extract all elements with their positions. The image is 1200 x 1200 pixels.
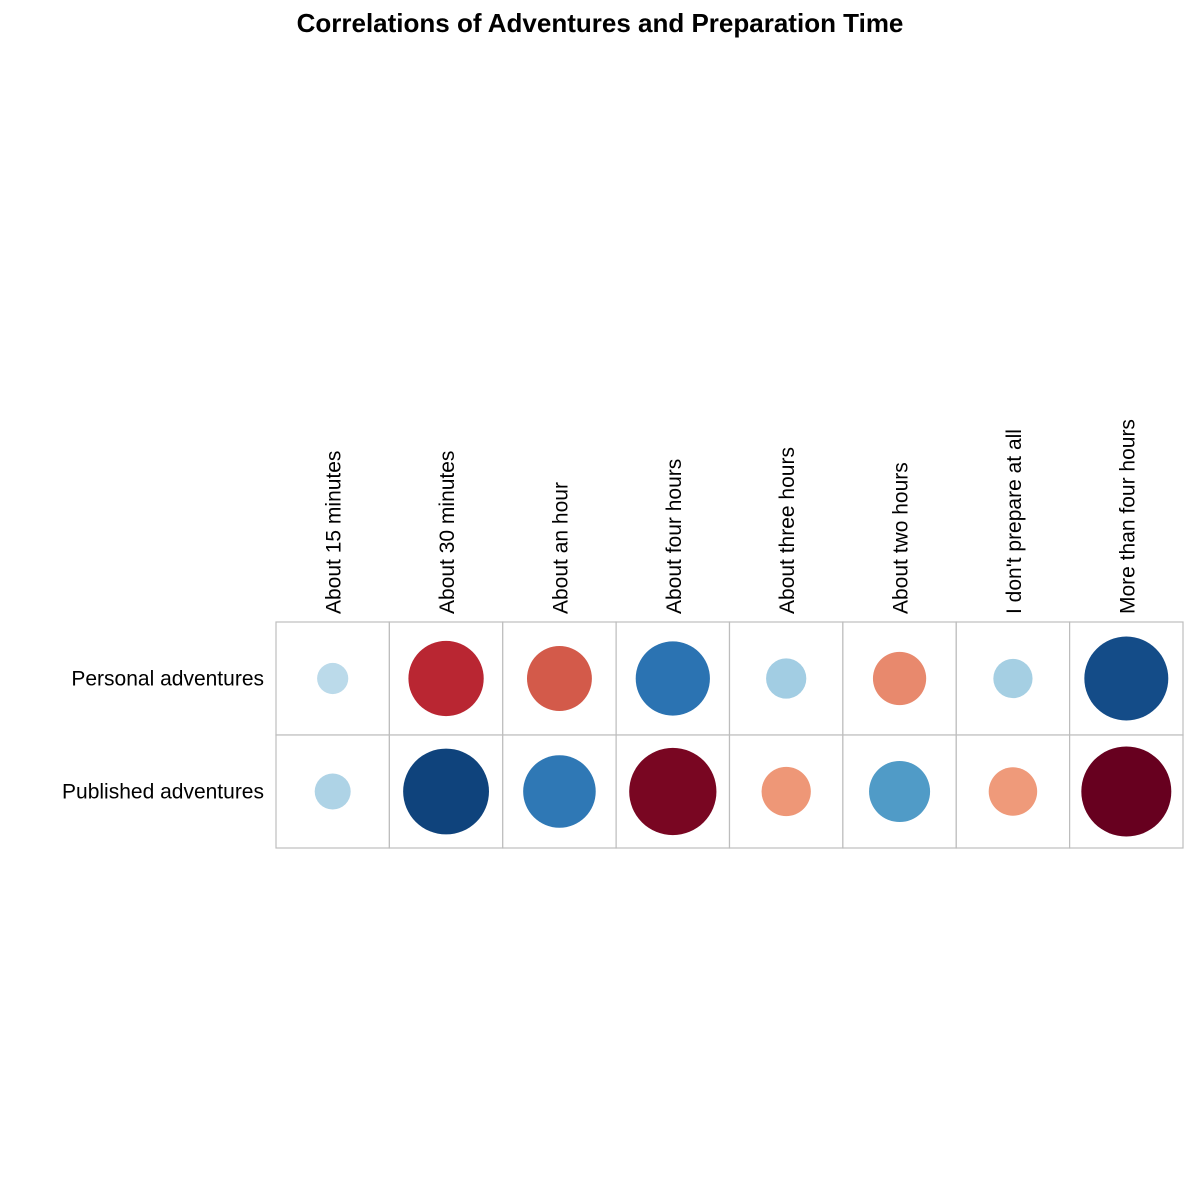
correlation-circle [314,773,351,810]
column-label: About two hours [890,462,913,614]
correlation-circle [766,658,807,699]
grid-cell [842,734,957,849]
correlation-circle [761,766,811,817]
chart-title: Correlations of Adventures and Preparati… [297,8,904,38]
column-labels: About 15 minutes About 30 minutes About an… [323,419,1140,614]
column-label: About four hours [663,459,686,614]
correlation-circle [869,760,931,823]
correlation-circle [408,640,484,717]
correlation-circle [523,755,596,828]
row-label: Personal adventures [71,668,264,691]
correlation-circle [993,658,1033,699]
column-label: About three hours [776,447,799,614]
correlation-circles [314,636,1172,837]
correlation-circle [635,641,710,716]
column-label: About 15 minutes [323,451,346,614]
correlation-circle [403,748,489,835]
correlation-circle [872,651,927,706]
row-label: Published adventures [62,781,264,804]
column-label: More than four hours [1116,419,1139,614]
column-label: About an hour [549,482,572,614]
column-label: I don't prepare at all [1003,429,1026,614]
column-label: About 30 minutes [436,451,459,614]
row-labels: Personal adventures Published adventures [62,668,264,804]
correlation-circle [988,767,1038,816]
correlation-circle [526,646,592,711]
correlation-circle [1081,746,1172,837]
correlation-circle [317,662,349,695]
correlation-circle [629,747,717,836]
correlation-circle [1084,636,1169,721]
